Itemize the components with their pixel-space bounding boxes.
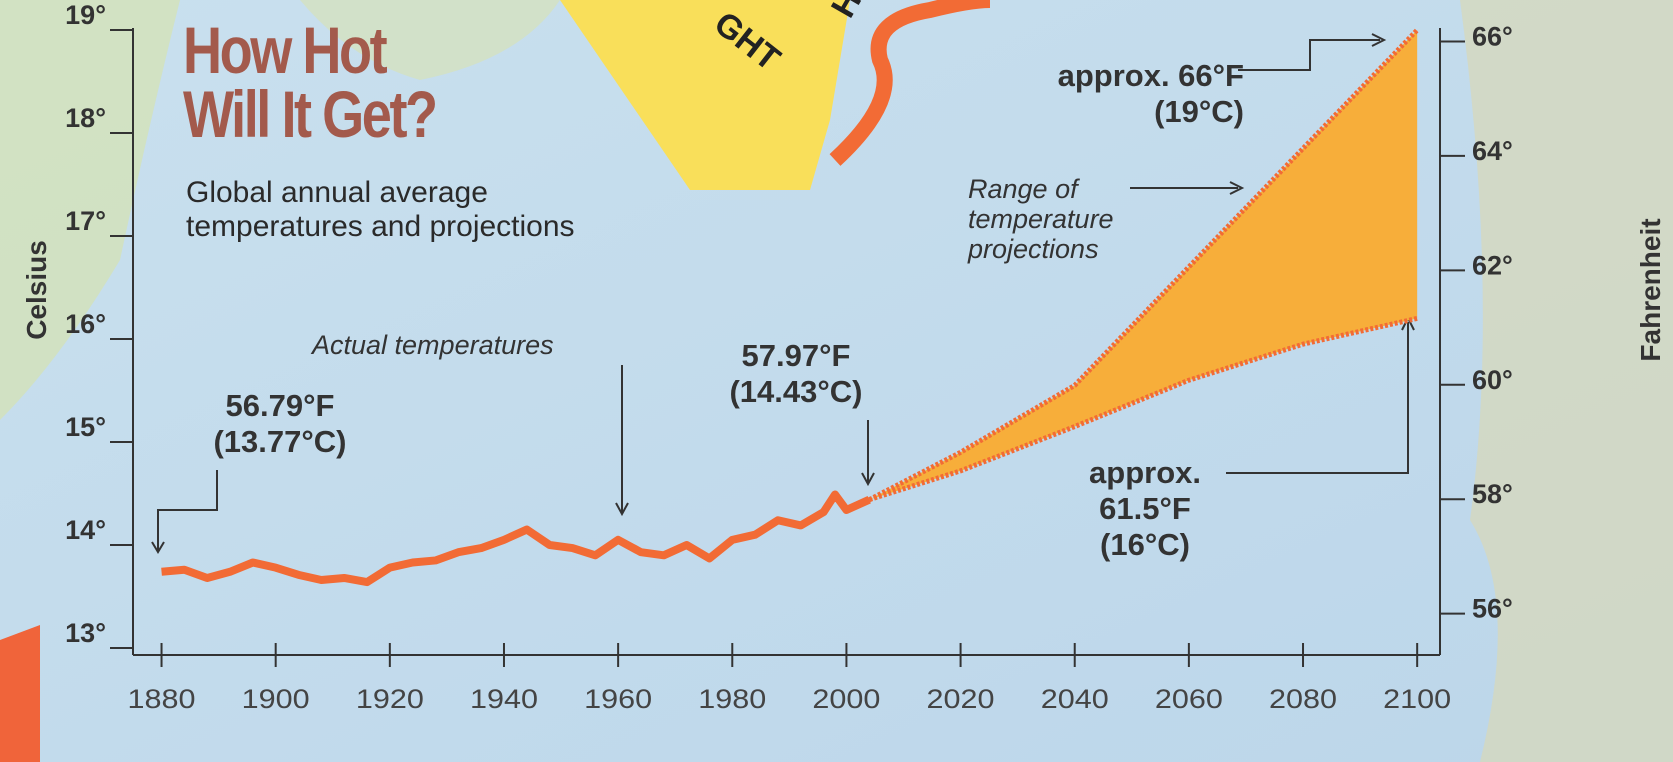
y-tick-label: 13°: [65, 618, 106, 648]
y-tick-label: 14°: [65, 515, 106, 545]
x-tick-label: 1960: [584, 684, 652, 714]
land: [1460, 0, 1673, 762]
chart-title: How Hot Will It Get?: [183, 13, 438, 151]
land: [0, 0, 180, 420]
y2-tick-label: 64°: [1472, 136, 1513, 166]
x-tick-label: 2020: [927, 684, 995, 714]
annotation: 57.97°F (14.43°C): [729, 338, 863, 409]
temperature-line: [161, 490, 871, 587]
y-tick-label: 15°: [65, 412, 106, 442]
x-tick-label: 2080: [1269, 684, 1337, 714]
x-tick-label: 1980: [698, 684, 766, 714]
annotation: approx. 61.5°F (16°C): [1089, 455, 1201, 562]
decoration: [0, 625, 40, 762]
x-tick-label: 2060: [1155, 684, 1223, 714]
y2-tick-label: 58°: [1472, 479, 1513, 509]
y2-tick-label: 56°: [1472, 594, 1513, 624]
y2-axis-label: Fahrenheit: [1635, 218, 1666, 361]
land: [300, 0, 560, 80]
x-tick-label: 2040: [1041, 684, 1109, 714]
x-tick-label: 2100: [1383, 684, 1451, 714]
annotation: 56.79°F (13.77°C): [213, 388, 347, 459]
x-tick-label: 1920: [356, 684, 424, 714]
projection-edge: [868, 28, 1419, 502]
y-axis-label: Celsius: [21, 240, 52, 340]
annotation-arrows: [151, 33, 1415, 554]
x-tick-label: 2000: [812, 684, 880, 714]
y-tick-label: 19°: [65, 0, 106, 30]
x-tick-label: 1900: [242, 684, 310, 714]
series-label: Actual temperatures: [312, 330, 554, 360]
y-tick-label: 18°: [65, 103, 106, 133]
x-tick-label: 1880: [128, 684, 196, 714]
series-label: Range of temperature projections: [968, 174, 1114, 264]
annotation: approx. 66°F (19°C): [1057, 58, 1244, 129]
y2-tick-label: 62°: [1472, 250, 1513, 280]
projection-band: [869, 30, 1418, 500]
orange-wave: [829, 0, 991, 166]
projection-edge: [868, 315, 1418, 503]
y2-tick-label: 60°: [1472, 365, 1513, 395]
chart-subtitle: Global annual average temperatures and p…: [186, 176, 575, 243]
y2-tick-label: 66°: [1472, 21, 1513, 51]
x-tick-label: 1940: [470, 684, 538, 714]
y-tick-label: 16°: [65, 309, 106, 339]
y-tick-label: 17°: [65, 206, 106, 236]
yellow-arrow: [600, 0, 850, 90]
